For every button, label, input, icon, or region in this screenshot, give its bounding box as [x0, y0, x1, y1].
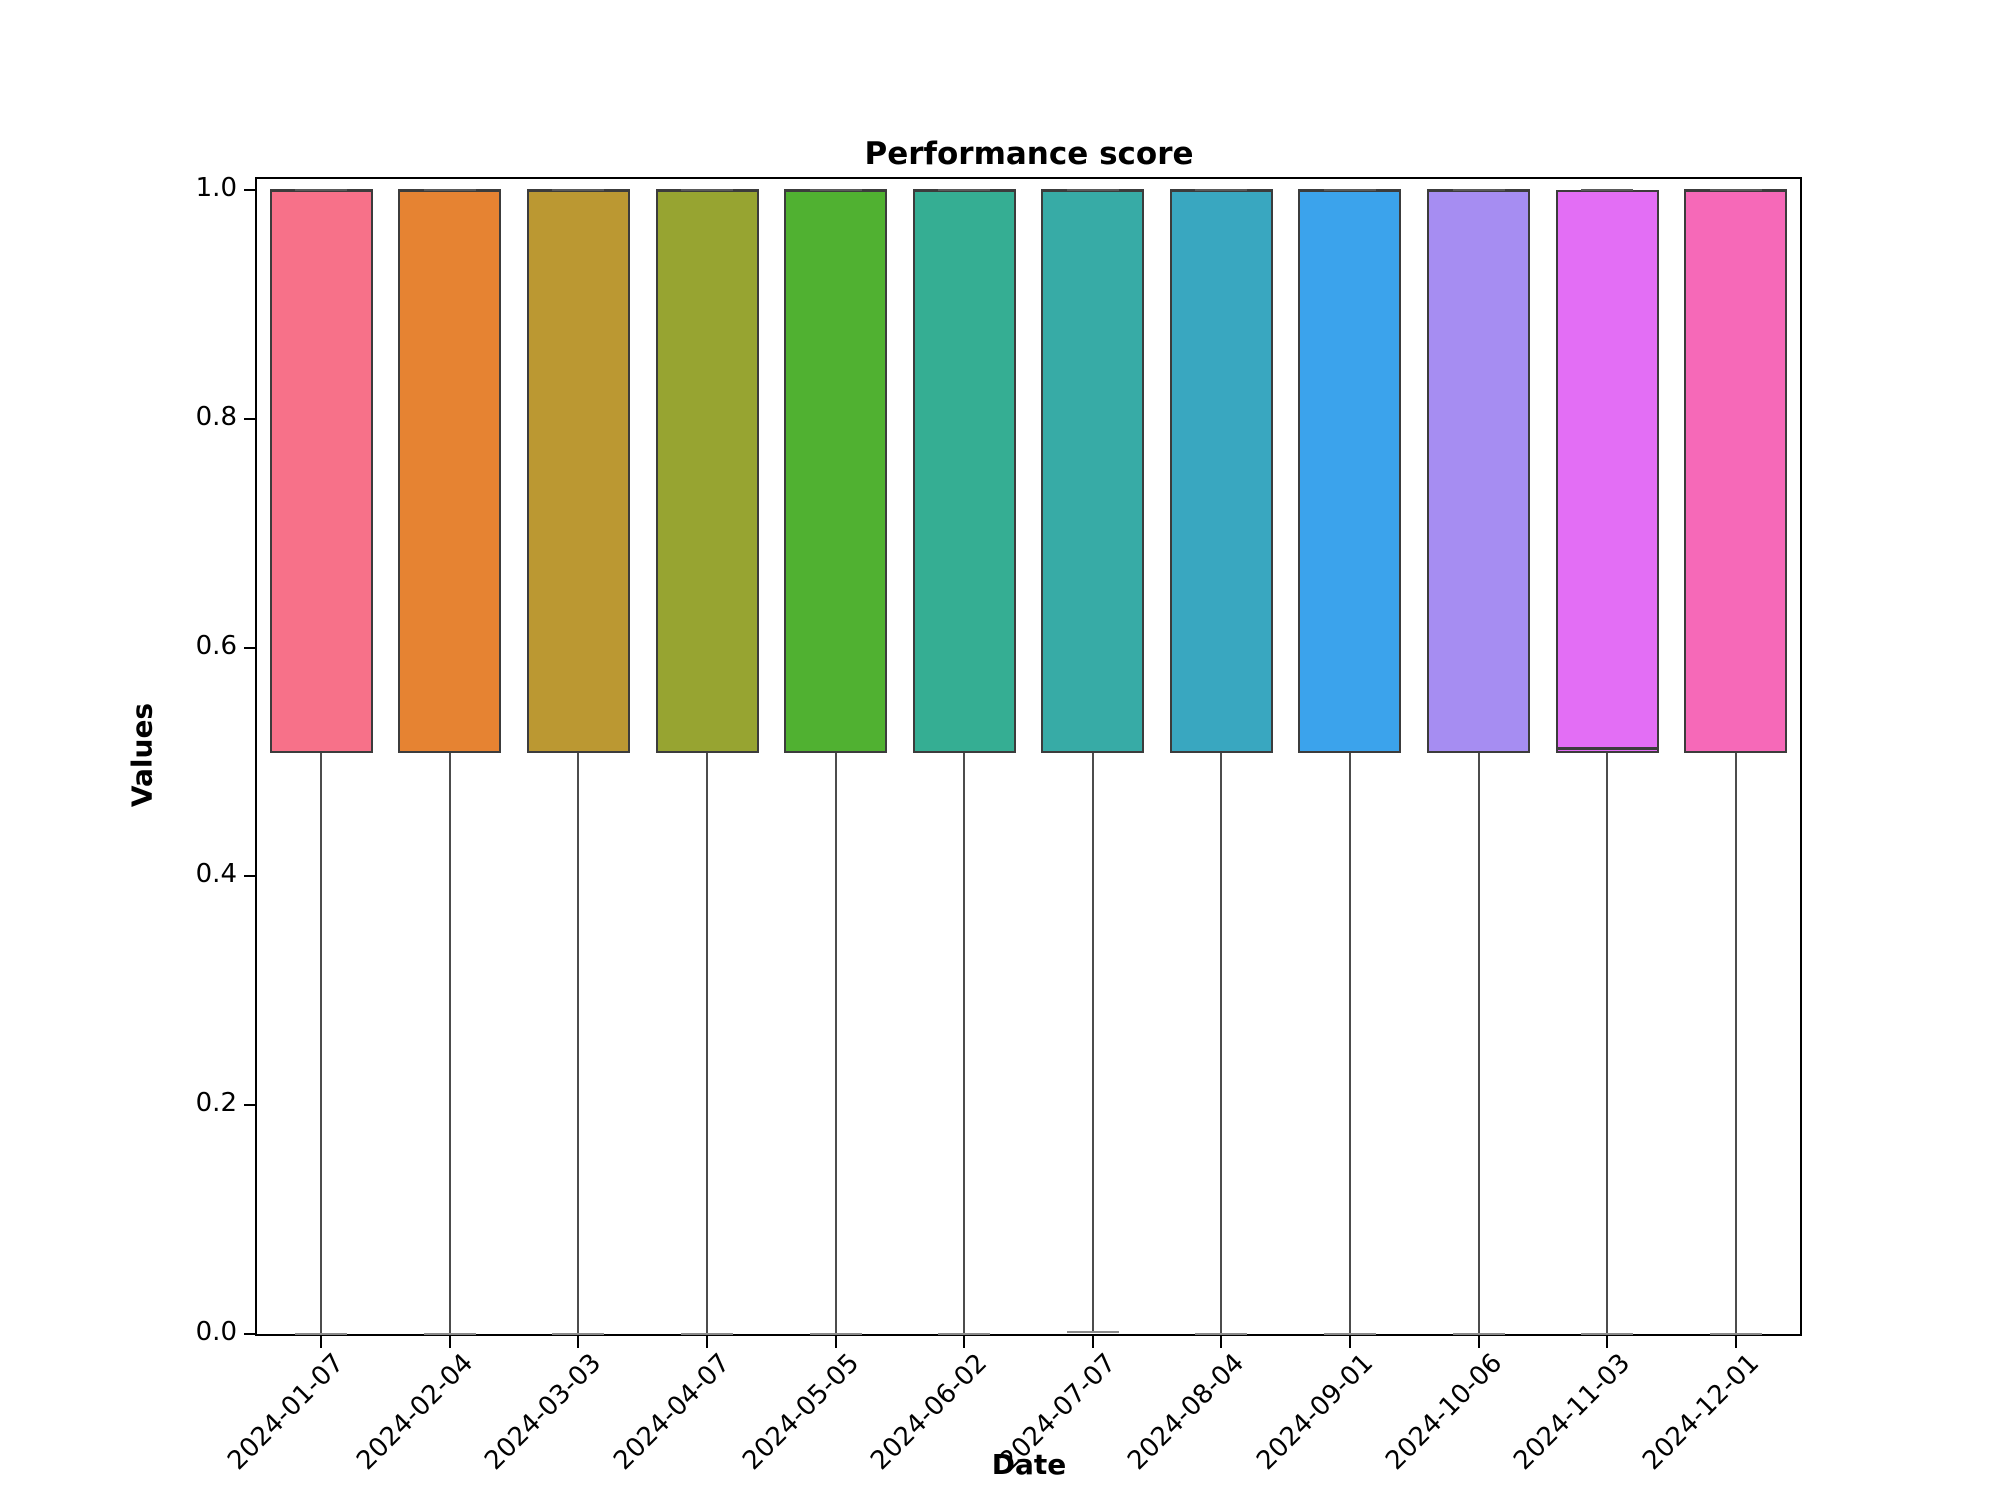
whisker-cap-low [552, 1333, 605, 1335]
chart-title: Performance score [864, 136, 1194, 172]
box [912, 190, 1016, 753]
whisker-cap-high [938, 189, 991, 191]
box [1298, 190, 1402, 753]
x-tick-mark [834, 1336, 837, 1348]
x-tick-mark [1734, 1336, 1737, 1348]
y-tick-label: 0.8 [195, 401, 237, 432]
whisker-line [1734, 752, 1737, 1334]
box [1169, 190, 1273, 753]
whisker-line [1606, 752, 1609, 1334]
whisker-line [1220, 752, 1223, 1334]
box [1427, 190, 1531, 753]
whisker-cap-low [423, 1333, 476, 1335]
box [398, 190, 502, 753]
y-tick-mark [244, 646, 256, 649]
whisker-cap-high [1581, 189, 1634, 191]
x-tick-mark [1091, 1336, 1094, 1348]
whisker-cap-high [423, 189, 476, 191]
y-tick-mark [244, 417, 256, 420]
whisker-cap-low [1066, 1330, 1119, 1333]
whisker-cap-high [1323, 189, 1376, 191]
whisker-cap-high [681, 189, 734, 191]
whisker-cap-high [552, 189, 605, 191]
x-tick-mark [1348, 1336, 1351, 1348]
box [784, 190, 888, 753]
x-tick-mark [1220, 1336, 1223, 1348]
whisker-line [448, 752, 451, 1334]
x-tick-mark [706, 1336, 709, 1348]
y-tick-label: 1.0 [195, 173, 237, 203]
box [655, 190, 759, 753]
y-tick-label: 0.0 [195, 1317, 237, 1347]
y-tick-label: 0.6 [195, 630, 237, 661]
whisker-cap-low [1323, 1333, 1376, 1335]
median-line [1555, 747, 1659, 751]
x-axis-label: Date [991, 1448, 1067, 1481]
x-tick-mark [1477, 1336, 1480, 1348]
whisker-cap-low [1195, 1333, 1248, 1335]
whisker-line [706, 752, 709, 1334]
whisker-cap-high [1195, 189, 1248, 191]
y-tick-mark [244, 1333, 256, 1335]
y-tick-label: 0.4 [195, 859, 237, 890]
whisker-cap-high [1709, 189, 1762, 191]
whisker-line [963, 752, 966, 1334]
whisker-line [1091, 752, 1094, 1332]
x-tick-mark [1606, 1336, 1609, 1348]
whisker-line [1348, 752, 1351, 1334]
whisker-cap-low [1452, 1333, 1505, 1335]
x-tick-mark [320, 1336, 323, 1348]
whisker-cap-high [1066, 189, 1119, 191]
box [1684, 190, 1788, 753]
y-tick-mark [244, 1104, 256, 1107]
whisker-cap-high [295, 189, 348, 191]
whisker-line [577, 752, 580, 1334]
y-axis-label: Values [125, 702, 159, 808]
box [1041, 190, 1145, 753]
whisker-cap-low [938, 1333, 991, 1335]
whisker-cap-low [1581, 1333, 1634, 1335]
x-tick-mark [577, 1336, 580, 1348]
x-tick-mark [963, 1336, 966, 1348]
whisker-cap-low [295, 1333, 348, 1335]
y-tick-mark [244, 875, 256, 878]
box [526, 190, 630, 753]
whisker-cap-low [681, 1333, 734, 1335]
y-tick-mark [244, 189, 256, 191]
box [269, 190, 373, 753]
whisker-line [320, 752, 323, 1334]
plot-area-border [255, 177, 1802, 1336]
y-tick-label: 0.2 [195, 1088, 237, 1119]
whisker-cap-low [1709, 1333, 1762, 1335]
whisker-line [834, 752, 837, 1334]
whisker-cap-low [809, 1333, 862, 1335]
whisker-cap-high [809, 189, 862, 191]
box [1555, 190, 1659, 753]
whisker-line [1477, 752, 1480, 1334]
x-tick-mark [448, 1336, 451, 1348]
whisker-cap-high [1452, 189, 1505, 191]
